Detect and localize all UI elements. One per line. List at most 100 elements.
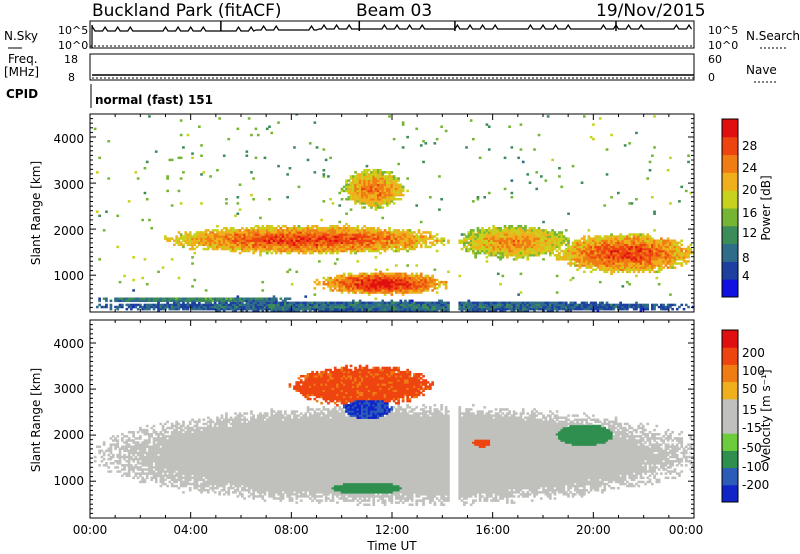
power-cell — [503, 303, 507, 307]
power-cell — [243, 247, 246, 251]
power-cell — [381, 173, 385, 176]
power-cell — [574, 307, 577, 311]
power-cell — [372, 280, 376, 284]
power-cell — [589, 303, 593, 307]
power-cell — [644, 237, 647, 240]
power-cell — [508, 239, 511, 242]
power-cell — [238, 233, 242, 236]
power-cell — [603, 247, 607, 251]
power-cell — [365, 239, 369, 242]
power-cell — [231, 249, 235, 253]
power-cell — [184, 297, 188, 300]
power-cell — [186, 241, 190, 244]
power-cell — [540, 231, 543, 234]
power-cell — [381, 185, 385, 189]
power-cell — [374, 276, 378, 280]
power-cell — [322, 200, 326, 203]
power-cell — [256, 239, 260, 242]
power-cell — [503, 241, 507, 244]
power-cell — [191, 152, 194, 155]
power-cell — [395, 309, 398, 312]
power-cell — [392, 245, 396, 249]
power-cell — [370, 196, 373, 199]
power-cell — [388, 280, 391, 284]
power-cell — [263, 156, 267, 160]
power-cell — [247, 243, 251, 247]
power-cell — [279, 249, 283, 253]
power-cell — [392, 276, 396, 280]
power-cell — [392, 196, 396, 199]
power-cell — [521, 233, 525, 236]
power-cell — [660, 249, 663, 253]
power-cell — [567, 251, 570, 255]
power-cell — [191, 237, 194, 240]
power-cell — [275, 301, 278, 305]
power-cell — [198, 297, 201, 300]
power-cell — [229, 229, 233, 232]
power-cell — [336, 241, 339, 244]
power-cell — [209, 239, 212, 242]
power-cell — [653, 243, 656, 247]
power-cell — [342, 303, 346, 307]
power-cell — [596, 260, 600, 263]
power-cell — [646, 249, 650, 253]
power-cell — [218, 309, 221, 312]
power-cell — [216, 309, 219, 312]
power-cell — [275, 307, 278, 311]
power-cell — [560, 305, 564, 309]
power-cell — [177, 156, 181, 160]
power-cell — [204, 239, 208, 242]
power-cell — [478, 251, 482, 255]
power-cell — [367, 198, 371, 201]
power-cell — [241, 245, 244, 249]
power-cell — [503, 235, 507, 238]
power-cell — [533, 254, 536, 257]
power-cell — [641, 266, 645, 269]
power-cell — [605, 303, 609, 307]
power-cell — [315, 301, 319, 305]
power-cell — [506, 307, 509, 311]
power-cell — [419, 291, 423, 294]
power-cell — [327, 303, 330, 307]
power-cell — [657, 268, 661, 271]
power-cell — [252, 307, 255, 311]
power-cell — [381, 276, 385, 280]
power-cell — [245, 301, 249, 305]
power-cell — [345, 212, 348, 215]
power-cell — [345, 222, 348, 226]
power-cell — [297, 301, 301, 305]
power-cell — [530, 229, 534, 232]
power-cell — [182, 301, 185, 305]
power-cell — [646, 254, 650, 257]
power-cell — [186, 237, 190, 240]
power-cell — [243, 303, 246, 307]
power-cell — [252, 247, 255, 251]
power-cell — [243, 307, 246, 311]
power-cell — [383, 191, 387, 195]
power-cell — [487, 239, 491, 242]
power-cell — [318, 305, 321, 309]
power-cell — [254, 309, 258, 312]
power-cell — [576, 249, 579, 253]
power-cell — [481, 303, 484, 307]
power-cell — [290, 283, 294, 286]
power-cell — [669, 260, 672, 263]
power-cell — [574, 241, 577, 244]
power-cell — [395, 264, 398, 267]
power-cell — [496, 241, 500, 244]
power-cell — [336, 227, 339, 230]
power-cell — [596, 235, 600, 238]
power-cell — [318, 227, 321, 230]
power-cell — [578, 249, 582, 253]
power-cell — [265, 245, 269, 249]
power-cell — [193, 303, 197, 307]
power-cell — [184, 303, 188, 307]
nsearch-label: N.Search — [746, 29, 800, 43]
power-cell — [263, 303, 267, 307]
power-cell — [519, 309, 523, 312]
power-cell — [270, 247, 274, 251]
power-cell — [381, 280, 385, 284]
power-cell — [270, 227, 274, 230]
power-cell — [361, 249, 364, 253]
power-cell — [336, 229, 339, 232]
